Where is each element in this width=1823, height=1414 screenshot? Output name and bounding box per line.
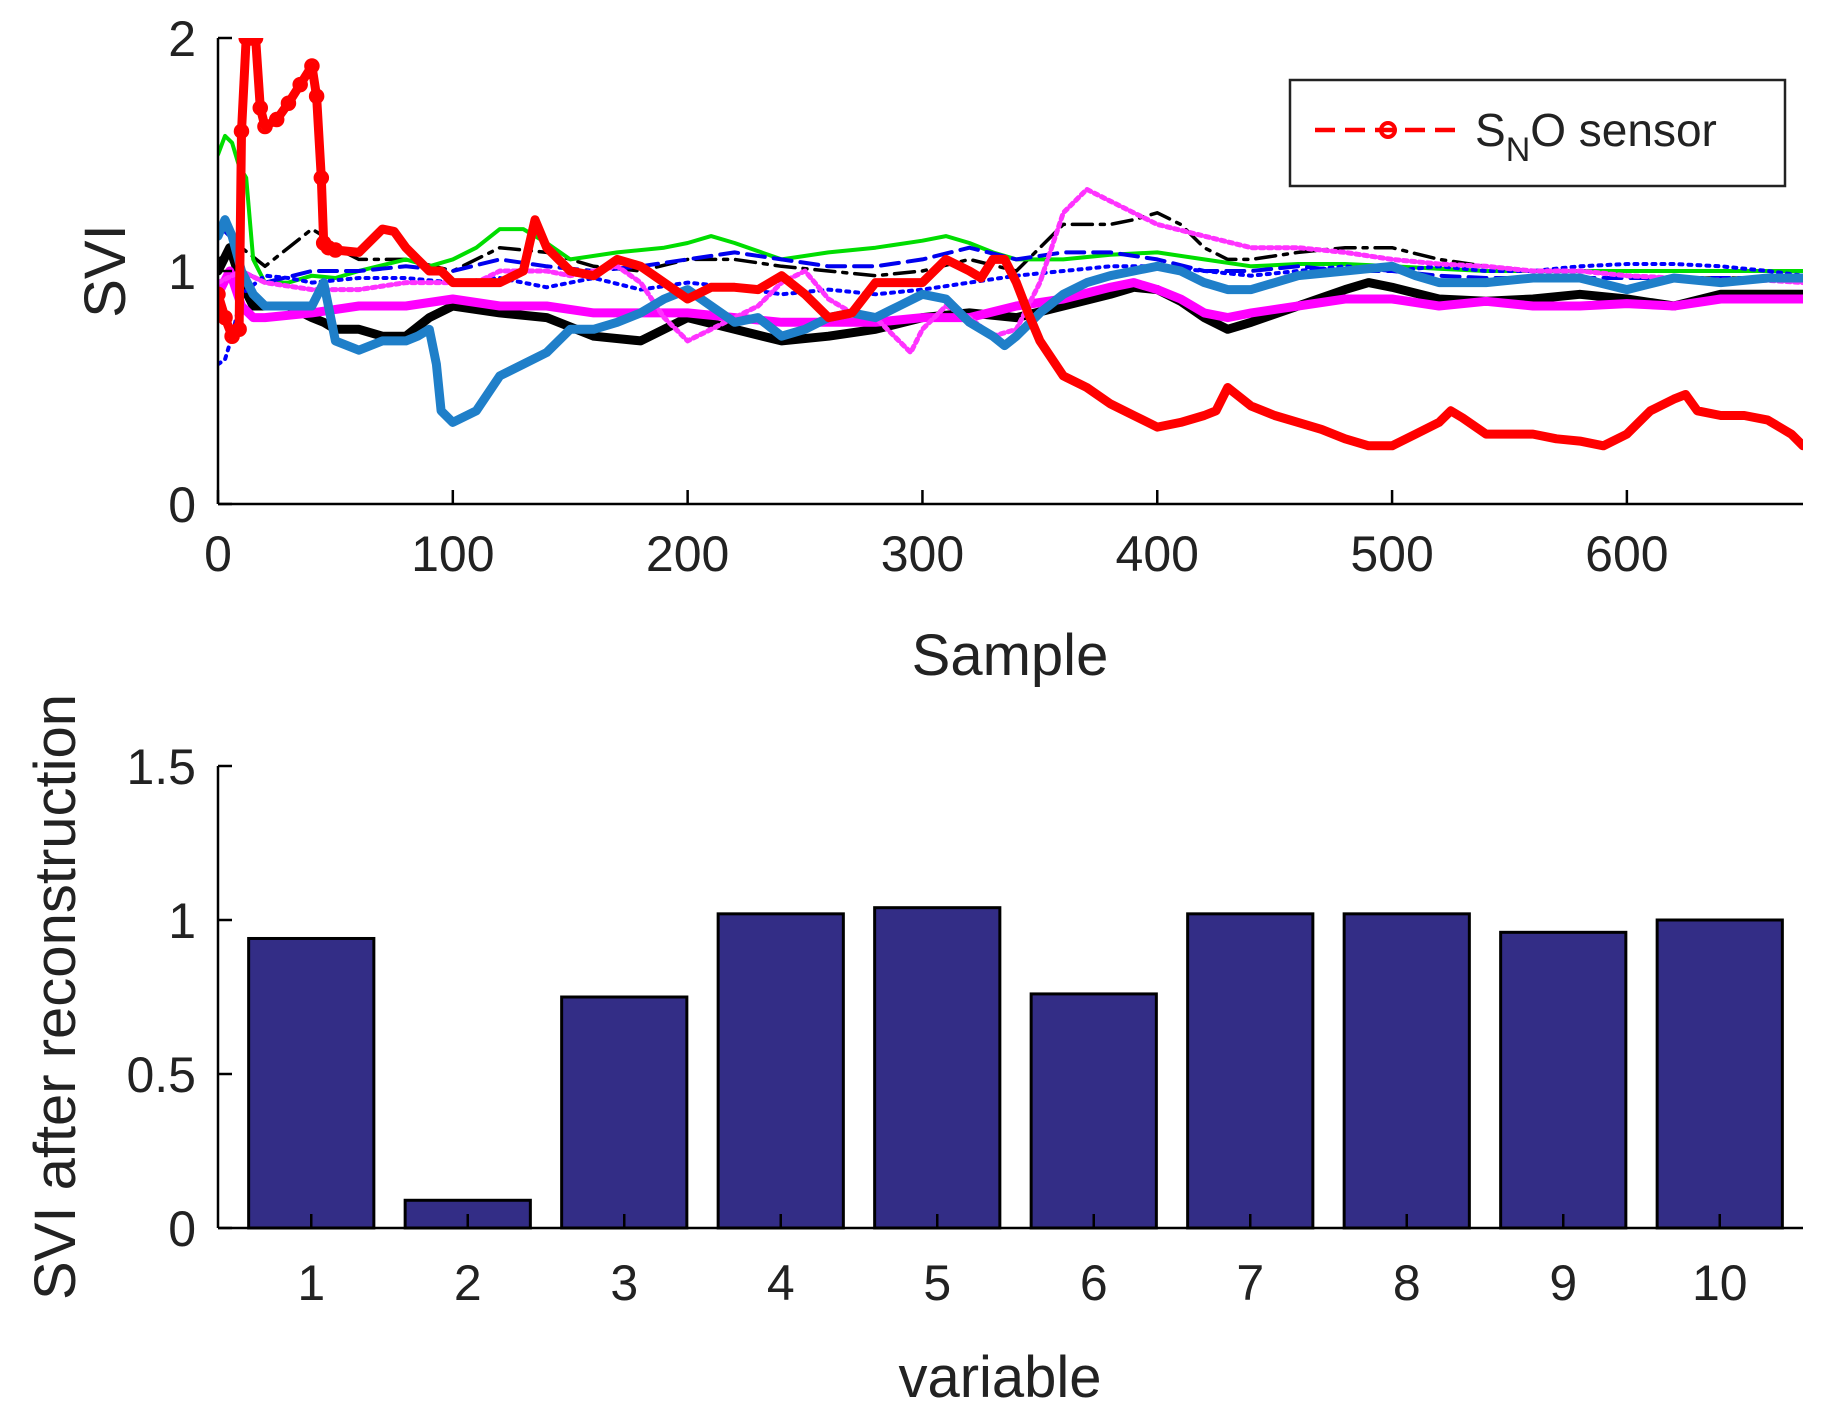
top-y-axis-label: SVI <box>73 224 138 318</box>
legend-label: SNO sensor <box>1475 104 1717 169</box>
series-line-teal-star <box>218 215 1803 427</box>
top-y-tick-label: 2 <box>168 11 196 67</box>
top-x-tick-label: 600 <box>1585 526 1668 582</box>
top-x-ticks: 0 100 200 300 400 500 600 <box>204 490 1669 582</box>
bottom-x-ticks: 1 2 3 4 5 6 7 8 9 10 <box>297 1214 1748 1311</box>
sno-sensor-marker <box>218 286 226 303</box>
sno-sensor-marker <box>308 88 325 104</box>
bar-series <box>247 906 1784 1230</box>
sno-sensor-marker <box>304 58 320 74</box>
legend-box <box>1288 78 1787 188</box>
top-x-tick-label: 300 <box>881 526 964 582</box>
bottom-x-tick-label: 4 <box>767 1255 795 1311</box>
sno-sensor-marker <box>313 170 330 186</box>
bottom-x-tick-label: 10 <box>1692 1255 1748 1311</box>
bar-variable-5 <box>873 906 1002 1230</box>
sno-sensor-marker <box>268 111 285 128</box>
sno-sensor-marker <box>252 100 269 116</box>
bottom-x-tick-label: 9 <box>1549 1255 1577 1311</box>
bottom-y-tick-label: 0 <box>168 1201 196 1257</box>
bottom-x-tick-label: 6 <box>1080 1255 1108 1311</box>
legend-label-sub: N <box>1506 131 1531 169</box>
bottom-y-tick-label: 0.5 <box>126 1047 196 1103</box>
sno-sensor-marker <box>280 95 297 111</box>
sno-sensor-marker <box>231 321 247 337</box>
bottom-x-tick-label: 2 <box>454 1255 482 1311</box>
bottom-y-axis-label: SVI after reconstruction <box>23 694 88 1300</box>
legend-marker-swatch <box>1379 121 1397 139</box>
legend-label-main: S <box>1475 104 1506 156</box>
top-y-tick-label: 1 <box>168 244 196 300</box>
sno-sensor-marker <box>247 38 264 46</box>
sno-sensor-marker <box>233 123 250 139</box>
top-x-tick-label: 100 <box>411 526 494 582</box>
bottom-x-tick-label: 7 <box>1236 1255 1264 1311</box>
top-x-tick-label: 500 <box>1350 526 1433 582</box>
bar-variable-4 <box>716 912 845 1230</box>
sno-sensor-marker <box>320 239 337 256</box>
bar-variable-9 <box>1499 930 1628 1230</box>
line-series-group <box>218 38 1803 451</box>
top-y-tick-label: 0 <box>168 477 196 533</box>
svi-reconstruction-bar-chart: 1 2 3 4 5 6 7 8 9 10 0 0.5 1 1.5 variable SVI after … <box>23 694 1803 1410</box>
bottom-x-tick-label: 8 <box>1393 1255 1421 1311</box>
bottom-y-ticks: 0 0.5 1 1.5 <box>126 739 232 1257</box>
bottom-x-tick-label: 1 <box>297 1255 325 1311</box>
top-y-ticks: 0 1 2 <box>168 11 232 533</box>
legend-label-rest: O sensor <box>1530 104 1717 156</box>
bar-variable-7 <box>1186 912 1315 1230</box>
sno-sensor-marker <box>257 118 273 135</box>
top-x-axis-label: Sample <box>912 623 1109 688</box>
bottom-x-tick-label: 3 <box>610 1255 638 1311</box>
bar-variable-3 <box>560 995 689 1230</box>
svi-line-chart: 0 100 200 300 400 500 600 0 1 2 Sample SVI SNO s… <box>73 11 1803 688</box>
bottom-x-axis-label: variable <box>898 1345 1101 1410</box>
bar-variable-10 <box>1655 918 1784 1230</box>
series-line-s-no-sensor <box>218 38 1803 451</box>
bar-variable-1 <box>247 936 376 1230</box>
bar-variable-8 <box>1342 912 1471 1230</box>
top-x-tick-label: 400 <box>1116 526 1199 582</box>
series-line-magenta-solid <box>218 266 1803 327</box>
bottom-y-tick-label: 1 <box>168 893 196 949</box>
bottom-y-tick-label: 1.5 <box>126 739 196 795</box>
sno-sensor-marker <box>292 76 308 93</box>
bottom-x-tick-label: 5 <box>923 1255 951 1311</box>
legend: SNO sensor <box>1288 78 1787 188</box>
sno-sensor-marker <box>327 242 344 258</box>
top-x-tick-label: 200 <box>646 526 729 582</box>
bar-variable-6 <box>1029 992 1158 1230</box>
top-x-tick-label: 0 <box>204 526 232 582</box>
